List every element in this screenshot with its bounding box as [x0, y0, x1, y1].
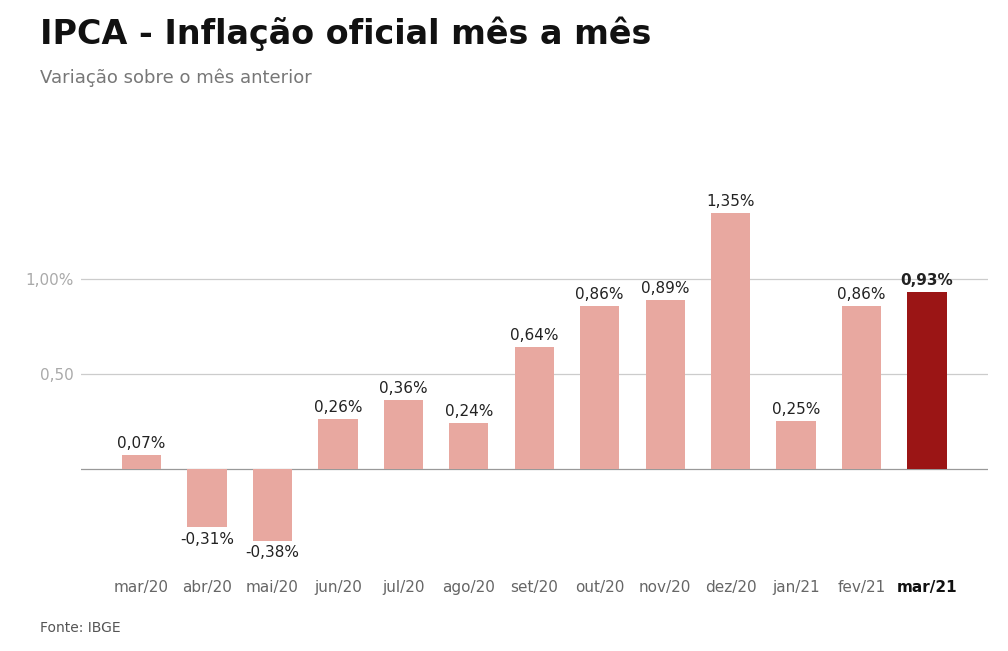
Text: -0,31%: -0,31%: [180, 532, 234, 547]
Bar: [711, 213, 750, 469]
Text: 0,26%: 0,26%: [313, 400, 362, 415]
Bar: [450, 423, 489, 469]
Text: Fonte: IBGE: Fonte: IBGE: [40, 620, 121, 635]
Text: 0,64%: 0,64%: [510, 328, 558, 343]
Bar: [776, 421, 815, 469]
Bar: [384, 400, 423, 469]
Bar: [319, 419, 358, 469]
Text: -0,38%: -0,38%: [245, 545, 299, 560]
Text: IPCA - Inflação oficial mês a mês: IPCA - Inflação oficial mês a mês: [40, 16, 652, 51]
Bar: [253, 469, 292, 541]
Bar: [580, 306, 619, 469]
Text: 1,35%: 1,35%: [707, 194, 755, 209]
Bar: [187, 469, 227, 527]
Text: 0,86%: 0,86%: [576, 286, 624, 301]
Bar: [515, 348, 553, 469]
Text: 0,24%: 0,24%: [445, 404, 493, 419]
Text: 0,86%: 0,86%: [838, 286, 886, 301]
Text: 0,07%: 0,07%: [117, 436, 165, 451]
Text: 0,36%: 0,36%: [379, 381, 427, 396]
Bar: [645, 300, 684, 469]
Text: 0,89%: 0,89%: [641, 281, 689, 296]
Bar: [122, 456, 161, 469]
Bar: [842, 306, 881, 469]
Text: 0,25%: 0,25%: [772, 402, 821, 417]
Text: Variação sobre o mês anterior: Variação sobre o mês anterior: [40, 68, 312, 87]
Text: 0,93%: 0,93%: [900, 273, 954, 288]
Bar: [907, 292, 947, 469]
